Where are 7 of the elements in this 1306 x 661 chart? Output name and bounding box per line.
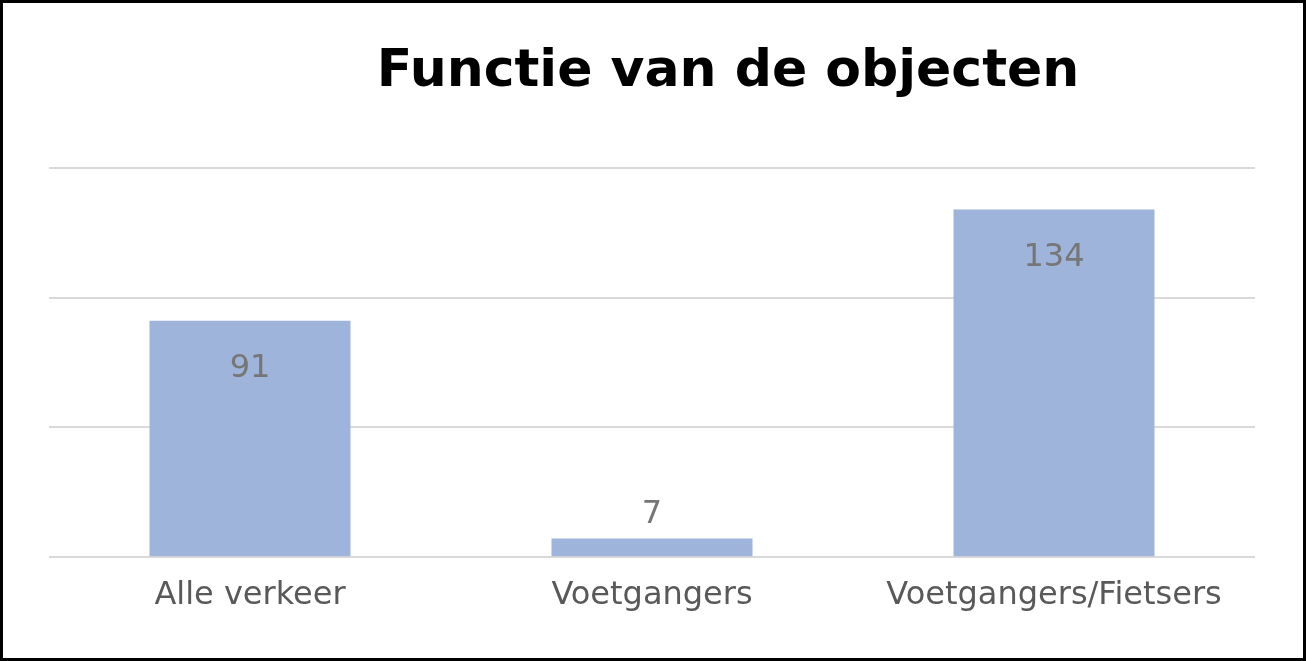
data-label: 134 — [1023, 235, 1085, 274]
data-label: 91 — [229, 347, 271, 386]
x-tick-label: Voetgangers/Fietsers — [886, 574, 1222, 613]
x-tick-label: Alle verkeer — [154, 574, 347, 613]
x-tick-label: Voetgangers — [551, 574, 753, 613]
data-label: 7 — [641, 492, 663, 531]
chart-title: Functie van de objecten — [375, 38, 1081, 98]
